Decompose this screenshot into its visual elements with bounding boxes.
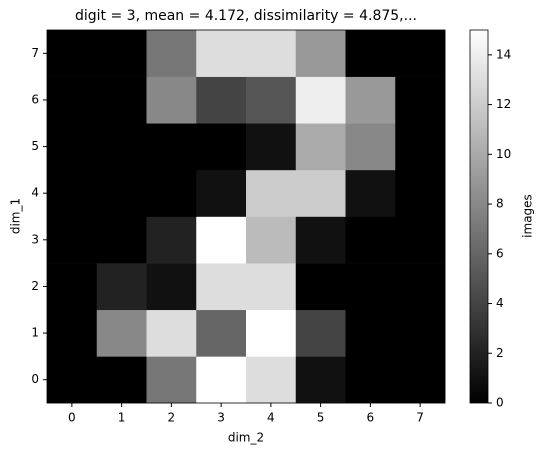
y-tick-label: 7 (31, 46, 39, 60)
colorbar-label: images (521, 194, 535, 238)
cell (295, 169, 346, 217)
cell (395, 216, 446, 264)
cell (96, 216, 147, 264)
cell (47, 263, 98, 311)
x-tick-label: 2 (168, 411, 176, 425)
cell (395, 263, 446, 311)
cell (295, 309, 346, 357)
y-tick-label: 5 (31, 139, 39, 153)
cell (47, 169, 98, 217)
cell (295, 216, 346, 264)
cell (395, 356, 446, 404)
plot-frame (46, 29, 446, 404)
chart-title: digit = 3, mean = 4.172, dissimilarity =… (75, 8, 417, 24)
cell (47, 216, 98, 264)
y-tick-label: 3 (31, 232, 39, 246)
colorbar-tick-label: 14 (496, 47, 511, 61)
cell (196, 169, 247, 217)
cell (146, 76, 197, 124)
cell (196, 216, 247, 264)
colorbar-tick-label: 0 (496, 396, 504, 410)
cell (295, 356, 346, 404)
cell (345, 356, 396, 404)
colorbar-tick-label: 8 (496, 197, 504, 211)
cell (96, 123, 147, 171)
x-tick-label: 6 (367, 411, 375, 425)
cell (146, 263, 197, 311)
x-tick-label: 1 (118, 411, 126, 425)
y-axis-label: dim_1 (9, 198, 23, 234)
cell (196, 123, 247, 171)
cell (246, 216, 297, 264)
colorbar-tick-label: 10 (496, 147, 511, 161)
cell (196, 263, 247, 311)
cell (295, 263, 346, 311)
cell (196, 30, 247, 77)
cell (246, 263, 297, 311)
cell (345, 30, 396, 77)
cell (345, 123, 396, 171)
cell (246, 30, 297, 77)
cell (395, 309, 446, 357)
cell (146, 216, 197, 264)
cell (295, 30, 346, 77)
x-tick-label: 4 (267, 411, 275, 425)
cell (196, 76, 247, 124)
x-tick-label: 5 (317, 411, 325, 425)
cell (96, 263, 147, 311)
cell (47, 123, 98, 171)
cell (146, 356, 197, 404)
y-tick-label: 6 (31, 92, 39, 106)
y-tick-label: 4 (31, 186, 39, 200)
cell (47, 76, 98, 124)
cell (47, 309, 98, 357)
cell (345, 263, 396, 311)
colorbar-tick-label: 12 (496, 97, 511, 111)
cell (196, 309, 247, 357)
colorbar-tick-label: 4 (496, 296, 504, 310)
cell (395, 123, 446, 171)
cell (246, 309, 297, 357)
cell (345, 76, 396, 124)
cell (196, 356, 247, 404)
cell (47, 356, 98, 404)
x-tick-label: 3 (217, 411, 225, 425)
cell (246, 76, 297, 124)
cell (96, 76, 147, 124)
cell (295, 76, 346, 124)
cell (246, 123, 297, 171)
cell (47, 30, 98, 77)
cell (146, 30, 197, 77)
cell (246, 169, 297, 217)
cell (345, 309, 396, 357)
cell (146, 123, 197, 171)
cell (96, 30, 147, 77)
x-tick-label: 7 (416, 411, 424, 425)
colorbar (469, 29, 489, 404)
x-tick-label: 0 (68, 411, 76, 425)
y-tick-label: 2 (31, 279, 39, 293)
y-tick-label: 0 (31, 372, 39, 386)
cell (96, 356, 147, 404)
x-axis-label: dim_2 (228, 431, 264, 445)
y-tick-label: 1 (31, 326, 39, 340)
cell (345, 216, 396, 264)
colorbar-tick-label: 2 (496, 346, 504, 360)
cell (295, 123, 346, 171)
cell (395, 169, 446, 217)
cell (395, 76, 446, 124)
cell (96, 309, 147, 357)
cell (395, 30, 446, 77)
cell (146, 169, 197, 217)
colorbar-tick-label: 6 (496, 246, 504, 260)
cell (246, 356, 297, 404)
cell (345, 169, 396, 217)
cell (146, 309, 197, 357)
cell (96, 169, 147, 217)
